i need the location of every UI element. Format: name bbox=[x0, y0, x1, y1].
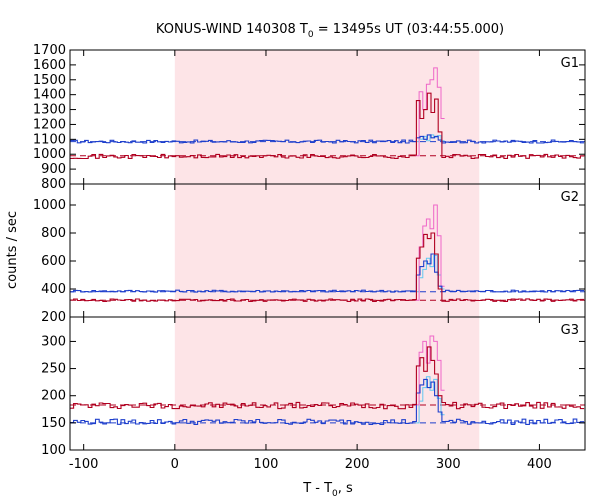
y-tick-label: 600 bbox=[41, 254, 66, 269]
y-tick-label: 1400 bbox=[33, 88, 66, 103]
panels-group: 80090010001100120013001400150016001700G1… bbox=[33, 43, 586, 472]
y-tick-label: 300 bbox=[41, 334, 66, 349]
panel-g2: 200 400 600 800 1000 G2 bbox=[33, 183, 586, 325]
series-dark-red bbox=[70, 92, 585, 160]
y-axis-label: counts / sec bbox=[5, 211, 20, 289]
y-tick-label: 1600 bbox=[33, 58, 66, 73]
y-tick-label: 1300 bbox=[33, 103, 66, 118]
y-tick-label: 800 bbox=[41, 177, 66, 192]
y-tick-label: 100 bbox=[41, 443, 66, 458]
y-tick-label: 150 bbox=[41, 416, 66, 431]
y-tick-label: 1500 bbox=[33, 73, 66, 88]
x-tick-label: 200 bbox=[345, 457, 370, 472]
series-pink bbox=[415, 335, 445, 406]
x-tick-label: 300 bbox=[436, 457, 461, 472]
panel-g3: 100 150 200 250 300 G3 bbox=[41, 316, 586, 458]
shaded-interval bbox=[174, 317, 480, 450]
y-tick-label: 250 bbox=[41, 362, 66, 377]
series-pink bbox=[415, 67, 445, 157]
x-tick-label: 400 bbox=[527, 457, 552, 472]
x-tick-label: 0 bbox=[171, 457, 179, 472]
y-tick-label: 200 bbox=[41, 310, 66, 325]
shaded-interval bbox=[174, 184, 480, 317]
y-tick-label: 1200 bbox=[33, 117, 66, 132]
x-axis-label-main: T - T bbox=[302, 481, 332, 496]
chart-title-sub: 0 bbox=[308, 30, 314, 40]
series-blue bbox=[70, 253, 585, 293]
series-dark-red bbox=[70, 232, 585, 302]
panel-label-g2: G2 bbox=[561, 190, 579, 205]
y-tick-label: 200 bbox=[41, 389, 66, 404]
series-light-blue bbox=[415, 376, 445, 424]
y-tick-label: 1000 bbox=[33, 198, 66, 213]
series-light-blue bbox=[415, 254, 445, 293]
y-tick-label: 900 bbox=[41, 162, 66, 177]
shaded-interval bbox=[174, 50, 480, 184]
series-dark-red bbox=[70, 346, 585, 410]
x-tick-label: -100 bbox=[69, 457, 99, 472]
chart-title-rest: = 13495s UT (03:44:55.000) bbox=[314, 22, 504, 37]
chart-title: KONUS-WIND 140308 T0 = 13495s UT (03:44:… bbox=[156, 22, 504, 40]
y-tick-label: 400 bbox=[41, 282, 66, 297]
panel-frame bbox=[69, 316, 586, 451]
y-tick-label: 800 bbox=[41, 226, 66, 241]
panel-label-g3: G3 bbox=[561, 323, 579, 338]
x-axis-label-rest: , s bbox=[338, 481, 353, 496]
x-tick-label: 100 bbox=[254, 457, 279, 472]
chart-title-main: KONUS-WIND 140308 T bbox=[156, 22, 308, 37]
x-axis-label-sub: 0 bbox=[332, 489, 338, 499]
y-tick-label: 1700 bbox=[33, 43, 66, 58]
x-axis-label: T - T0, s bbox=[302, 481, 353, 499]
panel-label-g1: G1 bbox=[561, 56, 579, 71]
series-light-blue bbox=[415, 134, 445, 143]
series-blue bbox=[70, 134, 585, 144]
y-tick-label: 1000 bbox=[33, 147, 66, 162]
y-tick-label: 1100 bbox=[33, 132, 66, 147]
series-blue bbox=[70, 378, 585, 425]
